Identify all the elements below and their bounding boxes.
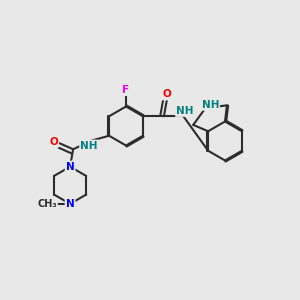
Text: CH₃: CH₃ <box>37 199 57 209</box>
Text: NH: NH <box>176 106 194 116</box>
Text: O: O <box>49 137 58 147</box>
Text: NH: NH <box>80 141 98 151</box>
Text: N: N <box>66 199 74 209</box>
Text: F: F <box>122 85 130 95</box>
Text: N: N <box>66 162 74 172</box>
Text: NH: NH <box>202 100 219 110</box>
Text: O: O <box>163 89 171 99</box>
